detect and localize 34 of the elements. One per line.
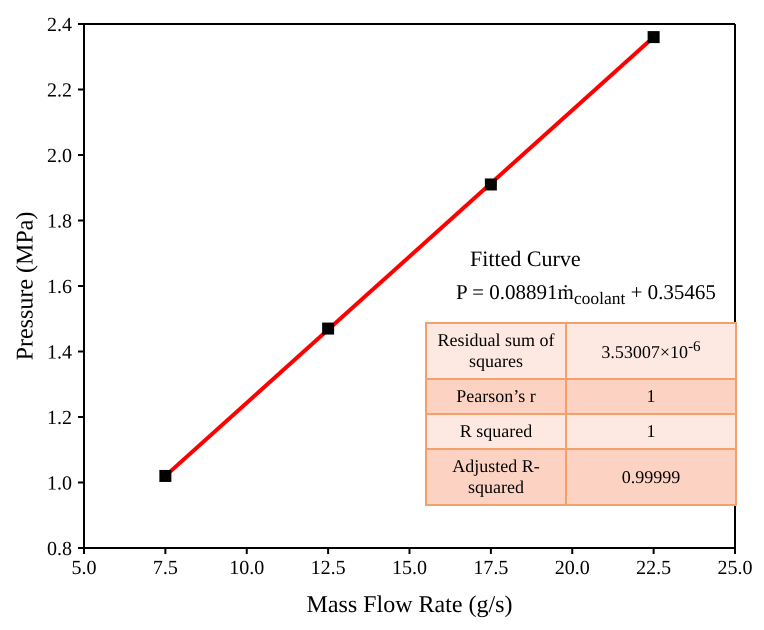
x-tick-label: 22.5	[636, 557, 672, 580]
x-tick-label: 15.0	[392, 557, 427, 580]
annotation: 0.99999	[566, 449, 736, 505]
x-tick-label: 12.5	[310, 557, 346, 580]
y-axis-title: Pressure (MPa)	[12, 212, 39, 360]
y-tick-label: 1.0	[47, 472, 72, 495]
y-tick-label: 2.4	[47, 14, 72, 36]
annotation: Pearson’s r	[426, 379, 566, 414]
x-tick-label: 7.5	[152, 557, 178, 580]
y-tick-label: 2.2	[47, 80, 72, 102]
y-tick-label: 1.2	[47, 407, 72, 430]
x-tick-label: 20.0	[554, 557, 590, 580]
annotation: 3.53007×10$^{-6}$	[566, 323, 736, 379]
x-tick-label: 5.0	[72, 557, 96, 580]
y-tick-label: 2.0	[47, 145, 72, 168]
annotation: Fitted Curve	[470, 246, 581, 272]
annotation: 1	[566, 414, 736, 449]
y-tick-label: 1.8	[47, 210, 72, 233]
annotation: Adjusted R-squared	[426, 449, 566, 505]
annotation: R squared	[426, 414, 566, 449]
point	[322, 322, 334, 335]
annotation: Residual sum of squares	[426, 323, 566, 379]
point	[159, 470, 172, 482]
x-tick-label: 17.5	[473, 557, 508, 580]
y-tick-label: 0.8	[47, 538, 72, 560]
point	[648, 31, 660, 44]
y-tick-label: 1.4	[47, 342, 72, 364]
y-tick-label: 1.6	[47, 276, 72, 298]
x-tick-label: 25.0	[718, 557, 752, 580]
annotation: 1	[566, 379, 736, 414]
x-tick-label: 10.0	[229, 557, 264, 580]
annotation: P = 0.08891ṁ$_{coolant}$ + 0.35465	[456, 280, 716, 310]
x-axis-title: Mass Flow Rate (g/s)	[306, 592, 512, 618]
point	[484, 178, 497, 190]
